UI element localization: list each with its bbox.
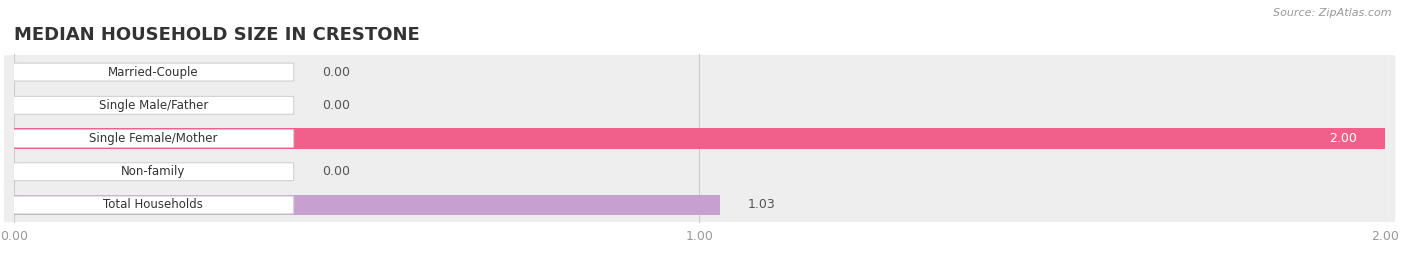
Text: Non-family: Non-family [121, 165, 186, 178]
Text: MEDIAN HOUSEHOLD SIZE IN CRESTONE: MEDIAN HOUSEHOLD SIZE IN CRESTONE [14, 26, 420, 44]
FancyBboxPatch shape [13, 196, 294, 214]
FancyBboxPatch shape [4, 88, 1395, 122]
Text: Source: ZipAtlas.com: Source: ZipAtlas.com [1274, 8, 1392, 18]
FancyBboxPatch shape [4, 155, 1395, 189]
FancyBboxPatch shape [13, 63, 294, 81]
FancyBboxPatch shape [13, 163, 294, 181]
Text: Single Female/Mother: Single Female/Mother [89, 132, 218, 145]
Text: Single Male/Father: Single Male/Father [98, 99, 208, 112]
Text: 0.00: 0.00 [322, 99, 350, 112]
Text: 0.00: 0.00 [322, 66, 350, 79]
FancyBboxPatch shape [13, 96, 294, 114]
FancyBboxPatch shape [13, 130, 294, 147]
Text: Married-Couple: Married-Couple [108, 66, 198, 79]
Bar [14, 128, 1385, 149]
Text: 2.00: 2.00 [1330, 132, 1358, 145]
Text: 0.00: 0.00 [322, 165, 350, 178]
FancyBboxPatch shape [4, 55, 1395, 89]
FancyBboxPatch shape [4, 188, 1395, 222]
Text: Total Households: Total Households [103, 199, 202, 211]
FancyBboxPatch shape [4, 121, 1395, 156]
Bar [14, 195, 720, 215]
Text: 1.03: 1.03 [748, 199, 775, 211]
